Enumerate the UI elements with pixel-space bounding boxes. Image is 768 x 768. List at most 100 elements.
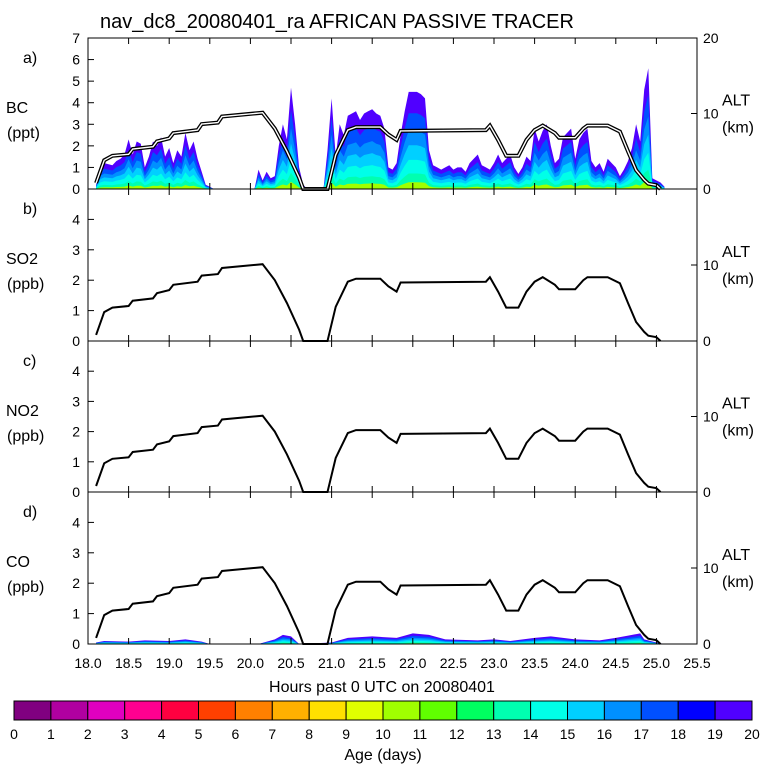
y-tick-label: 4: [72, 211, 80, 227]
y-tick-label: 4: [72, 514, 80, 530]
colorbar-swatch: [493, 700, 532, 721]
x-tick-label: 25.0: [643, 655, 670, 671]
y-tick-label: 0: [72, 636, 80, 652]
panel-so2: 0 1 2 3 4 10 0 ALT (km) b) SO2 (ppb): [6, 188, 754, 349]
colorbar-swatch: [714, 700, 753, 721]
x-tick-label: 19.5: [196, 655, 223, 671]
alt-tick-label: 0: [703, 333, 711, 349]
altitude-track: [95, 414, 662, 493]
colorbar-swatch: [50, 700, 89, 721]
x-tick-label: 23.0: [480, 655, 507, 671]
tracer-band-6: [96, 169, 665, 189]
x-axis-label: Hours past 0 UTC on 20080401: [269, 679, 495, 696]
alt-tick-label: 20: [703, 30, 719, 46]
colorbar: 0 1 2 3 4 5 6 7 8 9 10 11 12 13 14 15 16 17 18 19 20: [10, 700, 760, 742]
colorbar-swatch: [530, 700, 568, 721]
colorbar-tick-label: 6: [232, 726, 240, 742]
colorbar-swatch: [308, 700, 347, 721]
colorbar-tick-label: 14: [523, 726, 539, 742]
y-tick-label: 0: [72, 181, 80, 197]
x-tick-label: 22.5: [440, 655, 467, 671]
species-label: CO: [6, 554, 30, 571]
altitude-track: [95, 263, 662, 342]
tracer-band-2: [96, 94, 665, 189]
tracer-band-5: [96, 640, 665, 644]
x-tick-label: 20.0: [237, 655, 264, 671]
alt-axis-label: ALT: [722, 396, 750, 413]
y-tick-label: 3: [72, 393, 80, 409]
alt-axis-units: (km): [722, 271, 754, 288]
colorbar-tick-label: 19: [707, 726, 723, 742]
alt-axis-label: ALT: [722, 547, 750, 564]
colorbar-label: Age (days): [344, 747, 421, 764]
units-label: (ppb): [7, 276, 44, 293]
colorbar-tick-label: 8: [305, 726, 313, 742]
plot-frame: [87, 188, 698, 342]
species-label: NO2: [6, 403, 39, 420]
x-tick-label: 25.5: [683, 655, 710, 671]
colorbar-swatch: [677, 700, 716, 721]
species-label: BC: [6, 100, 28, 117]
y-tick-label: 4: [72, 95, 80, 111]
y-tick-label: 5: [72, 73, 80, 89]
colorbar-swatch: [13, 700, 52, 721]
chart-title: nav_dc8_20080401_ra AFRICAN PASSIVE TRAC…: [100, 11, 574, 33]
y-tick-label: 3: [72, 545, 80, 561]
colorbar-swatch: [161, 700, 200, 721]
panel-co: 0 1 2 3 4 10 0 ALT (km) d) CO (ppb): [6, 491, 754, 652]
colorbar-tick-label: 5: [195, 726, 203, 742]
colorbar-swatch: [382, 700, 421, 721]
panel-bc: 0 1 2 3 4 5 6 7 20 10 0 ALT (km) a) BC (ppt): [6, 30, 754, 197]
colorbar-tick-label: 15: [560, 726, 576, 742]
y-tick-label: 4: [72, 363, 80, 379]
y-tick-label: 1: [72, 303, 80, 319]
x-tick-label: 24.5: [602, 655, 629, 671]
colorbar-swatch: [456, 700, 495, 721]
colorbar-tick-label: 1: [47, 726, 55, 742]
alt-tick-label: 10: [703, 560, 719, 576]
x-tick-label: 21.5: [359, 655, 386, 671]
colorbar-swatch: [87, 700, 126, 721]
colorbar-tick-label: 12: [449, 726, 465, 742]
panel-id: c): [23, 353, 36, 370]
y-tick-label: 1: [72, 606, 80, 622]
y-tick-label: 0: [72, 484, 80, 500]
panel-id: d): [23, 504, 37, 521]
colorbar-tick-label: 18: [670, 726, 686, 742]
panel-id: b): [23, 201, 37, 218]
alt-tick-label: 0: [703, 181, 711, 197]
colorbar-swatch: [640, 700, 679, 721]
y-tick-label: 3: [72, 242, 80, 258]
colorbar-swatch: [567, 700, 605, 721]
colorbar-tick-label: 10: [375, 726, 391, 742]
colorbar-tick-label: 9: [342, 726, 350, 742]
y-tick-label: 2: [72, 272, 80, 288]
colorbar-swatch: [124, 700, 163, 721]
y-tick-label: 3: [72, 116, 80, 132]
alt-tick-label: 10: [703, 409, 719, 425]
x-tick-label: 18.5: [115, 655, 142, 671]
colorbar-tick-label: 20: [744, 726, 760, 742]
altitude-track: [95, 111, 661, 190]
colorbar-tick-label: 7: [268, 726, 276, 742]
x-tick-label: 23.5: [521, 655, 548, 671]
tracer-band-3: [96, 116, 665, 189]
alt-tick-label: 0: [703, 484, 711, 500]
alt-tick-label: 10: [703, 257, 719, 273]
alt-axis-label: ALT: [722, 244, 750, 261]
colorbar-tick-label: 11: [413, 726, 428, 742]
x-tick-label: 21.0: [318, 655, 345, 671]
x-tick-label: 19.0: [156, 655, 183, 671]
x-tick-label: 22.0: [399, 655, 426, 671]
tracer-band-7: [96, 180, 665, 189]
colorbar-swatch: [345, 700, 384, 721]
tracer-band-4: [96, 134, 665, 189]
alt-axis-units: (km): [722, 423, 754, 440]
tracer-band-5: [96, 152, 665, 189]
alt-axis-units: (km): [722, 574, 754, 591]
plot-frame: [87, 491, 698, 645]
y-tick-label: 0: [72, 333, 80, 349]
